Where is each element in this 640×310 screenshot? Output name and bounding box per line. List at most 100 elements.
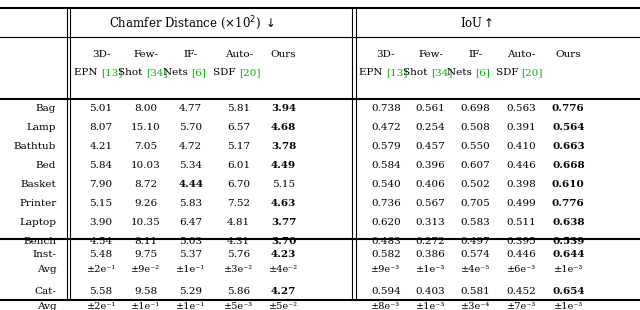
Text: 9.75: 9.75 <box>134 250 157 259</box>
Text: 3.94: 3.94 <box>271 104 296 113</box>
Text: Chamfer Distance ($\times$10$^2$) $\downarrow$: Chamfer Distance ($\times$10$^2$) $\down… <box>109 14 275 32</box>
Text: 5.76: 5.76 <box>227 250 250 259</box>
Text: 4.27: 4.27 <box>271 287 296 296</box>
Text: 7.90: 7.90 <box>90 180 113 189</box>
Text: [20]: [20] <box>239 68 260 77</box>
Text: 0.410: 0.410 <box>507 142 536 151</box>
Text: Ours: Ours <box>556 50 581 59</box>
Text: 7.52: 7.52 <box>227 199 250 208</box>
Text: [13]: [13] <box>101 68 123 77</box>
Text: 10.03: 10.03 <box>131 161 161 170</box>
Text: 0.272: 0.272 <box>416 237 445 246</box>
Text: 6.47: 6.47 <box>179 218 202 227</box>
Text: ±5e⁻³: ±5e⁻³ <box>224 302 253 310</box>
Text: 4.21: 4.21 <box>90 142 113 151</box>
Text: 5.34: 5.34 <box>179 161 202 170</box>
Text: [6]: [6] <box>191 68 205 77</box>
Text: 4.31: 4.31 <box>227 237 250 246</box>
Text: Shot: Shot <box>403 68 431 77</box>
Text: EPN: EPN <box>359 68 386 77</box>
Text: ±1e⁻³: ±1e⁻³ <box>416 265 445 274</box>
Text: Lamp: Lamp <box>27 123 56 132</box>
Text: 0.668: 0.668 <box>552 161 584 170</box>
Text: 0.776: 0.776 <box>552 104 585 113</box>
Text: 5.70: 5.70 <box>179 123 202 132</box>
Text: Nets: Nets <box>447 68 476 77</box>
Text: Few-: Few- <box>133 50 159 59</box>
Text: 10.35: 10.35 <box>131 218 161 227</box>
Text: 0.705: 0.705 <box>461 199 490 208</box>
Text: 0.452: 0.452 <box>507 287 536 296</box>
Text: 5.81: 5.81 <box>227 104 250 113</box>
Text: 0.386: 0.386 <box>416 250 445 259</box>
Text: 3D-: 3D- <box>92 50 111 59</box>
Text: ±6e⁻³: ±6e⁻³ <box>507 265 536 274</box>
Text: 0.583: 0.583 <box>461 218 490 227</box>
Text: Avg: Avg <box>36 302 56 310</box>
Text: Bag: Bag <box>36 104 56 113</box>
Text: 0.579: 0.579 <box>371 142 401 151</box>
Text: 0.594: 0.594 <box>371 287 401 296</box>
Text: 3D-: 3D- <box>376 50 396 59</box>
Text: [34]: [34] <box>431 68 452 77</box>
Text: 15.10: 15.10 <box>131 123 161 132</box>
Text: ±9e⁻³: ±9e⁻³ <box>371 265 401 274</box>
Text: Nets: Nets <box>163 68 191 77</box>
Text: ±2e⁻¹: ±2e⁻¹ <box>86 265 116 274</box>
Text: ±1e⁻³: ±1e⁻³ <box>416 302 445 310</box>
Text: SDF: SDF <box>496 68 522 77</box>
Text: 0.607: 0.607 <box>461 161 490 170</box>
Text: 4.54: 4.54 <box>90 237 113 246</box>
Text: 4.63: 4.63 <box>271 199 296 208</box>
Text: Bed: Bed <box>36 161 56 170</box>
Text: 0.395: 0.395 <box>507 237 536 246</box>
Text: 0.620: 0.620 <box>371 218 401 227</box>
Text: Avg: Avg <box>36 265 56 274</box>
Text: 9.58: 9.58 <box>134 287 157 296</box>
Text: 4.81: 4.81 <box>227 218 250 227</box>
Text: 5.03: 5.03 <box>179 237 202 246</box>
Text: 3.90: 3.90 <box>90 218 113 227</box>
Text: 0.561: 0.561 <box>416 104 445 113</box>
Text: 4.44: 4.44 <box>178 180 204 189</box>
Text: Ours: Ours <box>271 50 296 59</box>
Text: Auto-: Auto- <box>225 50 253 59</box>
Text: 0.403: 0.403 <box>416 287 445 296</box>
Text: ±1e⁻¹: ±1e⁻¹ <box>176 302 205 310</box>
Text: ±4e⁻⁵: ±4e⁻⁵ <box>461 265 490 274</box>
Text: 5.01: 5.01 <box>90 104 113 113</box>
Text: 5.86: 5.86 <box>227 287 250 296</box>
Text: 3.70: 3.70 <box>271 237 296 246</box>
Text: 5.29: 5.29 <box>179 287 202 296</box>
Text: 0.581: 0.581 <box>461 287 490 296</box>
Text: 3.78: 3.78 <box>271 142 296 151</box>
Text: 0.497: 0.497 <box>461 237 490 246</box>
Text: 5.58: 5.58 <box>90 287 113 296</box>
Text: 5.15: 5.15 <box>272 180 295 189</box>
Text: 5.15: 5.15 <box>90 199 113 208</box>
Text: 0.654: 0.654 <box>552 287 584 296</box>
Text: 0.564: 0.564 <box>552 123 584 132</box>
Text: 0.446: 0.446 <box>507 161 536 170</box>
Text: Bench: Bench <box>23 237 56 246</box>
Text: 0.638: 0.638 <box>552 218 584 227</box>
Text: 0.398: 0.398 <box>507 180 536 189</box>
Text: Few-: Few- <box>418 50 444 59</box>
Text: 4.77: 4.77 <box>179 104 202 113</box>
Text: ±3e⁻⁴: ±3e⁻⁴ <box>461 302 490 310</box>
Text: 5.37: 5.37 <box>179 250 202 259</box>
Text: 5.84: 5.84 <box>90 161 113 170</box>
Text: 9.26: 9.26 <box>134 199 157 208</box>
Text: ±7e⁻³: ±7e⁻³ <box>507 302 536 310</box>
Text: 0.563: 0.563 <box>507 104 536 113</box>
Text: 4.23: 4.23 <box>271 250 296 259</box>
Text: ±1e⁻³: ±1e⁻³ <box>554 302 583 310</box>
Text: ±9e⁻²: ±9e⁻² <box>131 265 161 274</box>
Text: Inst-: Inst- <box>32 250 56 259</box>
Text: 0.511: 0.511 <box>507 218 536 227</box>
Text: 0.406: 0.406 <box>416 180 445 189</box>
Text: 0.396: 0.396 <box>416 161 445 170</box>
Text: 5.83: 5.83 <box>179 199 202 208</box>
Text: Bathtub: Bathtub <box>14 142 56 151</box>
Text: SDF: SDF <box>213 68 239 77</box>
